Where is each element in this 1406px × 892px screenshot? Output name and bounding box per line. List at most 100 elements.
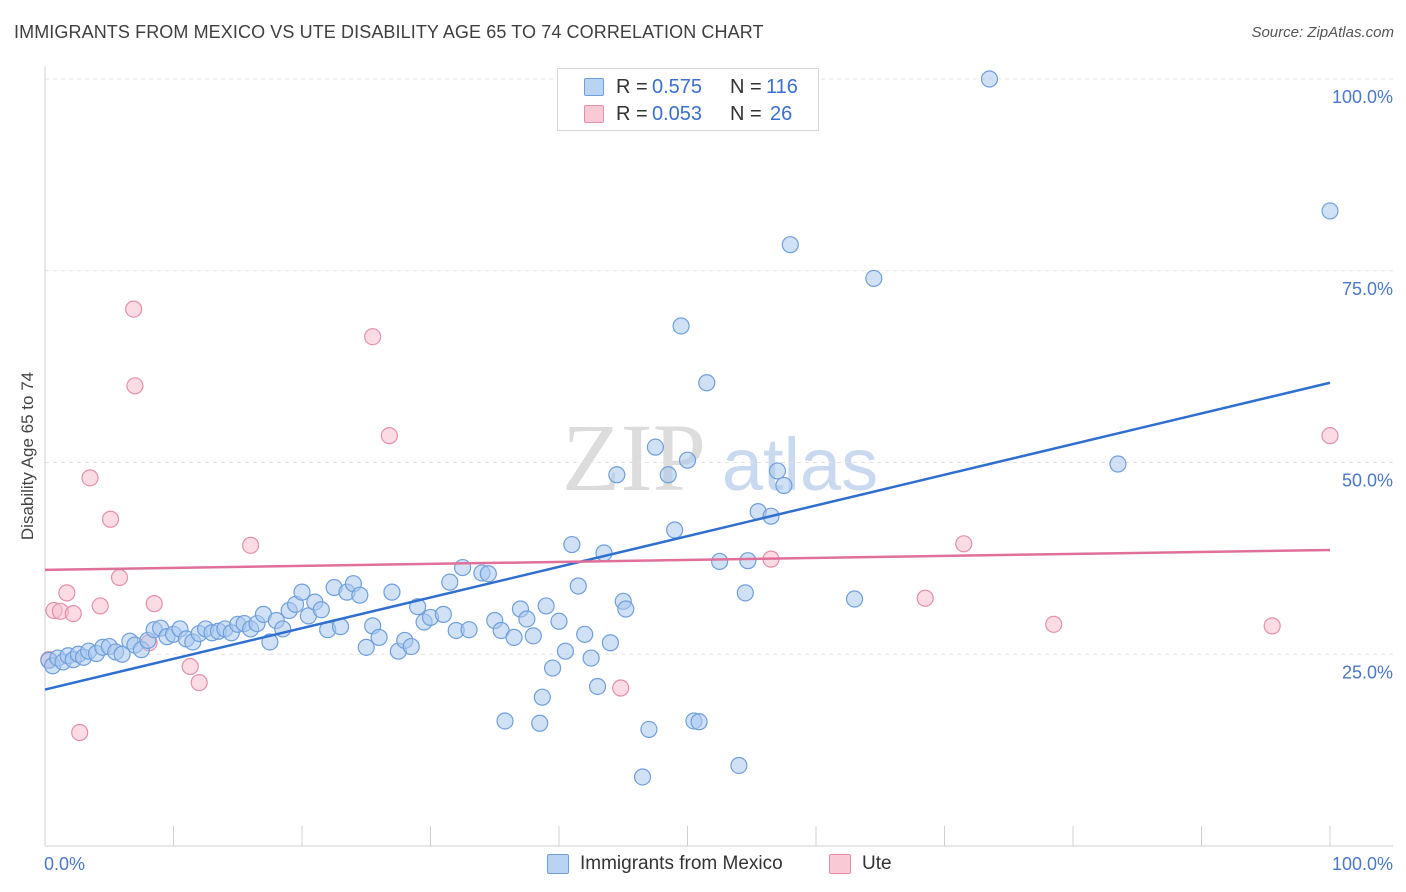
mexico-point <box>505 628 523 646</box>
ute-point <box>110 568 129 587</box>
mexico-point <box>454 558 472 577</box>
mexico-point <box>113 645 131 663</box>
mexico-point <box>563 535 581 554</box>
legend-swatch-ute <box>829 854 851 874</box>
ute-point <box>58 584 76 602</box>
mexico-point <box>537 597 555 615</box>
mexico-point <box>781 236 799 254</box>
ute-point <box>380 427 398 445</box>
mexico-point <box>865 269 883 288</box>
stats-swatch-ute <box>584 105 604 123</box>
ute-point <box>190 674 208 692</box>
mexico-point <box>524 627 542 645</box>
mexico-point <box>672 317 690 335</box>
mexico-point <box>1109 455 1127 473</box>
mexico-point <box>479 565 497 583</box>
watermark-atlas: atlas <box>722 423 878 506</box>
ute-point <box>145 595 163 613</box>
mexico-point <box>601 634 620 652</box>
mexico-point <box>383 583 401 601</box>
mexico-point <box>646 438 664 456</box>
y-tick-label: 25.0% <box>1342 662 1393 682</box>
stats-r-label: R = <box>616 103 648 125</box>
mexico-point <box>617 600 635 618</box>
ute-point <box>242 536 260 554</box>
ute-point <box>916 589 934 607</box>
mexico-point <box>666 521 684 539</box>
stats-r-value: 0.575 <box>652 76 703 98</box>
mexico-point <box>496 712 514 730</box>
stats-legend: R = 0.575 N = 116 R = 0.053 N = 26 <box>557 68 819 131</box>
mexico-point <box>739 552 757 570</box>
chart-legend: Immigrants from Mexico Ute <box>0 852 1406 878</box>
mexico-point <box>533 688 551 706</box>
legend-label-ute: Ute <box>862 853 892 874</box>
legend-label-mexico: Immigrants from Mexico <box>580 853 783 874</box>
mexico-point <box>690 713 708 731</box>
chart-title: IMMIGRANTS FROM MEXICO VS UTE DISABILITY… <box>14 22 764 42</box>
mexico-point <box>711 552 729 571</box>
mexico-point <box>576 625 594 643</box>
x-tick-label: 100.0% <box>1332 854 1393 874</box>
ute-point <box>126 377 144 395</box>
y-tick-label: 75.0% <box>1342 279 1393 299</box>
mexico-point <box>518 610 536 628</box>
mexico-trend-line <box>44 381 1331 691</box>
ute-point <box>1263 617 1281 635</box>
mexico-point <box>640 720 658 739</box>
mexico-point <box>845 590 864 608</box>
mexico-point <box>659 466 677 484</box>
mexico-point <box>434 605 452 623</box>
x-tick-label: 0.0% <box>44 854 85 874</box>
ute-point <box>955 535 973 553</box>
mexico-point <box>441 573 459 591</box>
ute-point <box>125 300 143 318</box>
mexico-point <box>678 451 697 469</box>
mexico-point <box>768 462 787 480</box>
ute-point <box>101 510 120 528</box>
ute-point <box>64 604 82 623</box>
stats-n-value: 116 <box>766 76 798 98</box>
mexico-point <box>293 583 311 601</box>
ute-point <box>91 597 109 615</box>
mexico-point <box>633 768 652 786</box>
mexico-point <box>582 649 600 667</box>
mexico-point <box>736 584 754 602</box>
ute-point <box>71 723 89 742</box>
mexico-point <box>588 677 607 696</box>
stats-n-label: N = <box>730 103 762 125</box>
mexico-point <box>460 621 478 639</box>
mexico-point <box>556 642 575 660</box>
legend-swatch-mexico <box>547 854 569 874</box>
mexico-point <box>775 476 793 495</box>
mexico-point <box>402 637 420 656</box>
mexico-point <box>543 659 562 677</box>
y-tick-label: 100.0% <box>1332 87 1393 107</box>
mexico-point <box>1321 202 1339 220</box>
stats-n-value: 26 <box>770 103 793 125</box>
mexico-point <box>550 612 568 630</box>
ute-point <box>364 328 382 346</box>
mexico-point <box>357 638 375 656</box>
mexico-point <box>370 628 388 646</box>
mexico-point <box>569 577 587 595</box>
mexico-point <box>980 70 999 88</box>
stats-n-label: N = <box>730 76 762 98</box>
watermark: ZIP atlas <box>562 404 878 511</box>
mexico-point <box>730 756 748 775</box>
stats-swatch-mexico <box>584 78 604 96</box>
source-credit: Source: ZipAtlas.com <box>1251 24 1394 41</box>
mexico-point <box>698 374 716 392</box>
ute-point <box>1045 615 1063 633</box>
ute-point <box>181 657 199 676</box>
ute-point <box>81 469 99 487</box>
ute-trend-line <box>44 548 1331 572</box>
mexico-point <box>531 714 549 732</box>
ute-point <box>612 679 630 697</box>
mexico-point <box>608 466 626 484</box>
ute-point <box>1321 427 1339 445</box>
stats-r-value: 0.053 <box>652 103 703 125</box>
mexico-point <box>351 586 369 604</box>
y-tick-label: 50.0% <box>1342 471 1393 491</box>
